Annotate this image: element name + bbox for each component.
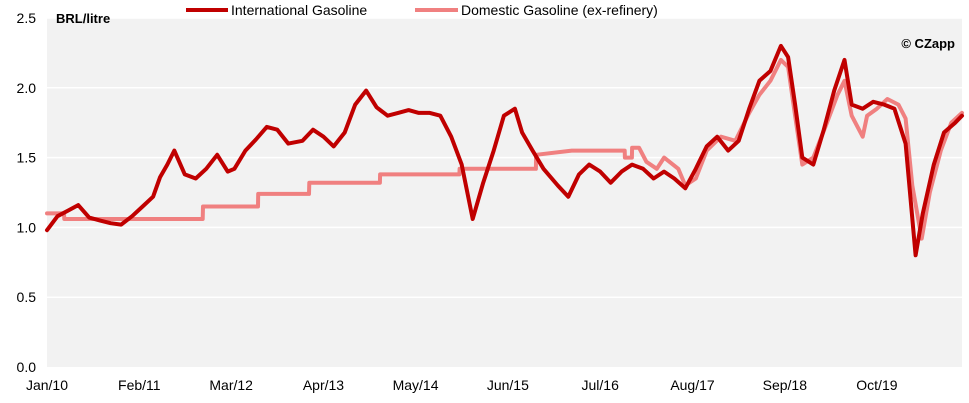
legend-label: International Gasoline: [231, 2, 367, 18]
x-tick-label: Aug/17: [670, 377, 715, 393]
series-line-international: [45, 43, 964, 258]
legend-item-international: International Gasoline: [186, 2, 367, 18]
y-tick-label: 0.0: [17, 359, 37, 375]
series-line-domestic: [45, 57, 964, 241]
y-axis-unit-label: BRL/litre: [56, 11, 110, 26]
y-tick-label: 2.0: [17, 80, 37, 96]
y-tick-label: 1.0: [17, 219, 37, 235]
x-tick-label: Jun/15: [487, 377, 529, 393]
x-tick-label: Jan/10: [26, 377, 68, 393]
legend-label: Domestic Gasoline (ex-refinery): [461, 2, 658, 18]
x-tick-label: Oct/19: [856, 377, 897, 393]
x-tick-label: Apr/13: [303, 377, 344, 393]
y-tick-label: 0.5: [17, 289, 37, 305]
y-tick-label: 1.5: [17, 150, 37, 166]
legend-item-domestic: Domestic Gasoline (ex-refinery): [415, 2, 658, 18]
plot-area: [47, 18, 962, 367]
x-tick-label: May/14: [393, 377, 439, 393]
credit-label: © CZapp: [901, 36, 955, 51]
x-tick-label: Mar/12: [209, 377, 253, 393]
y-tick-label: 2.5: [17, 10, 37, 26]
x-tick-label: Feb/11: [118, 377, 161, 393]
x-tick-label: Sep/18: [763, 377, 808, 393]
x-tick-label: Jul/16: [582, 377, 620, 393]
